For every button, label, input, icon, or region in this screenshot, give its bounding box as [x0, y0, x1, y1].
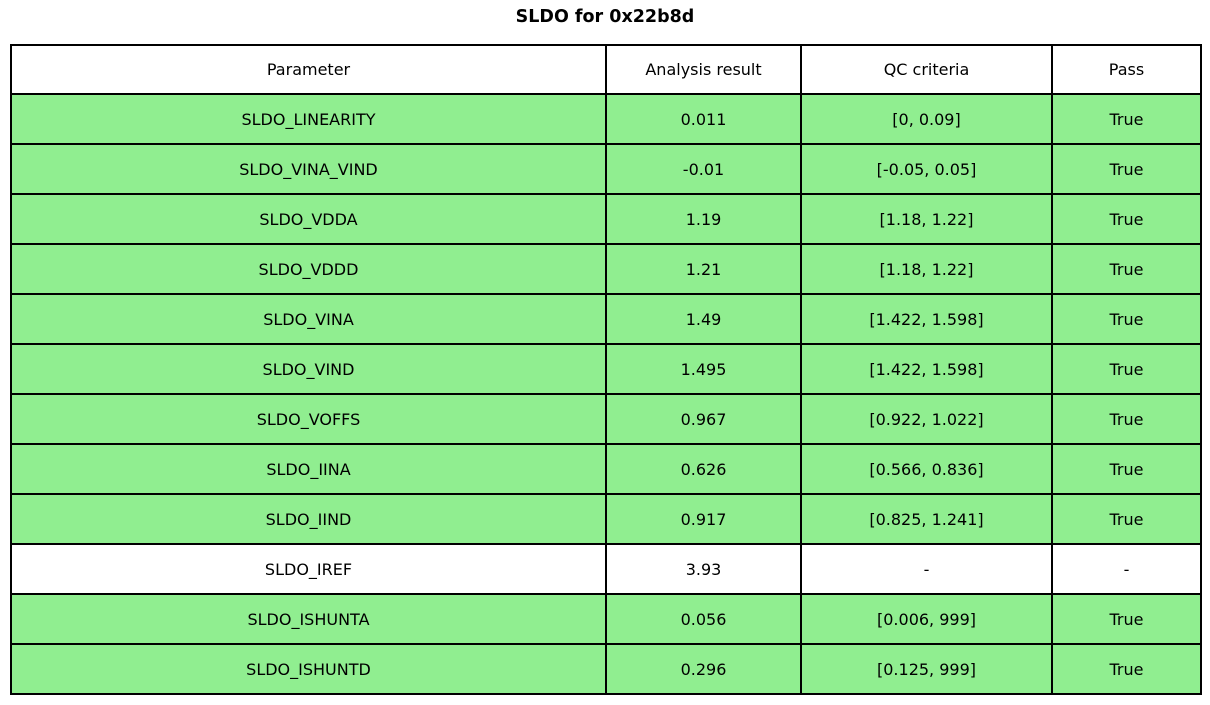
table-row: SLDO_ISHUNTD 0.296 [0.125, 999] True	[10, 643, 1202, 695]
table-row: SLDO_LINEARITY 0.011 [0, 0.09] True	[10, 93, 1202, 145]
analysis-result-cell: -0.01	[605, 143, 802, 195]
pass-cell: True	[1051, 243, 1202, 295]
table-row: SLDO_IREF 3.93- -	[10, 543, 1202, 595]
qc-criteria-cell: [0.125, 999]	[800, 643, 1053, 695]
column-header-analysis-result: Analysis result	[605, 44, 802, 95]
analysis-result-cell: 0.056	[605, 593, 802, 645]
analysis-result-cell: 3.93	[605, 543, 802, 595]
qc-criteria-cell: [0.922, 1.022]	[800, 393, 1053, 445]
analysis-result-cell: 0.296	[605, 643, 802, 695]
analysis-result-cell: 1.49	[605, 293, 802, 345]
table-row: SLDO_VINA 1.49 [1.422, 1.598] True	[10, 293, 1202, 345]
parameter-cell: SLDO_IIND	[10, 493, 607, 545]
qc-criteria-cell: [0.566, 0.836]	[800, 443, 1053, 495]
analysis-result-cell: 0.917	[605, 493, 802, 545]
pass-cell: True	[1051, 643, 1202, 695]
pass-cell: True	[1051, 493, 1202, 545]
analysis-result-cell: 1.19	[605, 193, 802, 245]
column-header-parameter: Parameter	[10, 44, 607, 95]
qc-criteria-cell: [-0.05, 0.05]	[800, 143, 1053, 195]
column-header-qc-criteria: QC criteria	[800, 44, 1053, 95]
qc-table: Parameter Analysis result QC criteria Pa…	[10, 44, 1202, 695]
table-row: SLDO_VIND 1.495 [1.422, 1.598] True	[10, 343, 1202, 395]
parameter-cell: SLDO_ISHUNTD	[10, 643, 607, 695]
analysis-result-cell: 0.626	[605, 443, 802, 495]
parameter-cell: SLDO_LINEARITY	[10, 93, 607, 145]
analysis-result-cell: 1.21	[605, 243, 802, 295]
analysis-result-cell: 0.967	[605, 393, 802, 445]
pass-cell: True	[1051, 393, 1202, 445]
pass-cell: True	[1051, 343, 1202, 395]
column-header-pass: Pass	[1051, 44, 1202, 95]
pass-cell: True	[1051, 93, 1202, 145]
pass-cell: -	[1051, 543, 1202, 595]
parameter-cell: SLDO_ISHUNTA	[10, 593, 607, 645]
parameter-cell: SLDO_VOFFS	[10, 393, 607, 445]
pass-cell: True	[1051, 593, 1202, 645]
qc-criteria-cell: [1.422, 1.598]	[800, 343, 1053, 395]
qc-criteria-cell: [1.18, 1.22]	[800, 193, 1053, 245]
pass-cell: True	[1051, 293, 1202, 345]
table-row: SLDO_VOFFS 0.967 [0.922, 1.022] True	[10, 393, 1202, 445]
header-row: Parameter Analysis result QC criteria Pa…	[10, 44, 1202, 95]
table-body: SLDO_LINEARITY 0.011 [0, 0.09] True SLDO_VIN…	[10, 93, 1202, 695]
parameter-cell: SLDO_IREF	[10, 543, 607, 595]
parameter-cell: SLDO_IINA	[10, 443, 607, 495]
parameter-cell: SLDO_VIND	[10, 343, 607, 395]
qc-criteria-cell: [1.422, 1.598]	[800, 293, 1053, 345]
parameter-cell: SLDO_VINA_VIND	[10, 143, 607, 195]
pass-cell: True	[1051, 193, 1202, 245]
table-row: SLDO_ISHUNTA 0.056 [0.006, 999] True	[10, 593, 1202, 645]
qc-criteria-cell: [0.825, 1.241]	[800, 493, 1053, 545]
pass-cell: True	[1051, 143, 1202, 195]
table-row: SLDO_VINA_VIND -0.01 [-0.05, 0.05] True	[10, 143, 1202, 195]
parameter-cell: SLDO_VINA	[10, 293, 607, 345]
analysis-result-cell: 1.495	[605, 343, 802, 395]
figure-title: SLDO for 0x22b8d	[515, 7, 695, 27]
qc-criteria-cell: -	[800, 543, 1053, 595]
analysis-result-cell: 0.011	[605, 93, 802, 145]
table-row: SLDO_IINA 0.626 [0.566, 0.836] True	[10, 443, 1202, 495]
table-row: SLDO_IIND 0.917 [0.825, 1.241] True	[10, 493, 1202, 545]
table-row: SLDO_VDDD 1.21 [1.18, 1.22] True	[10, 243, 1202, 295]
parameter-cell: SLDO_VDDA	[10, 193, 607, 245]
parameter-cell: SLDO_VDDD	[10, 243, 607, 295]
qc-criteria-cell: [0, 0.09]	[800, 93, 1053, 145]
table-row: SLDO_VDDA 1.19 [1.18, 1.22] True	[10, 193, 1202, 245]
qc-criteria-cell: [1.18, 1.22]	[800, 243, 1053, 295]
pass-cell: True	[1051, 443, 1202, 495]
qc-criteria-cell: [0.006, 999]	[800, 593, 1053, 645]
